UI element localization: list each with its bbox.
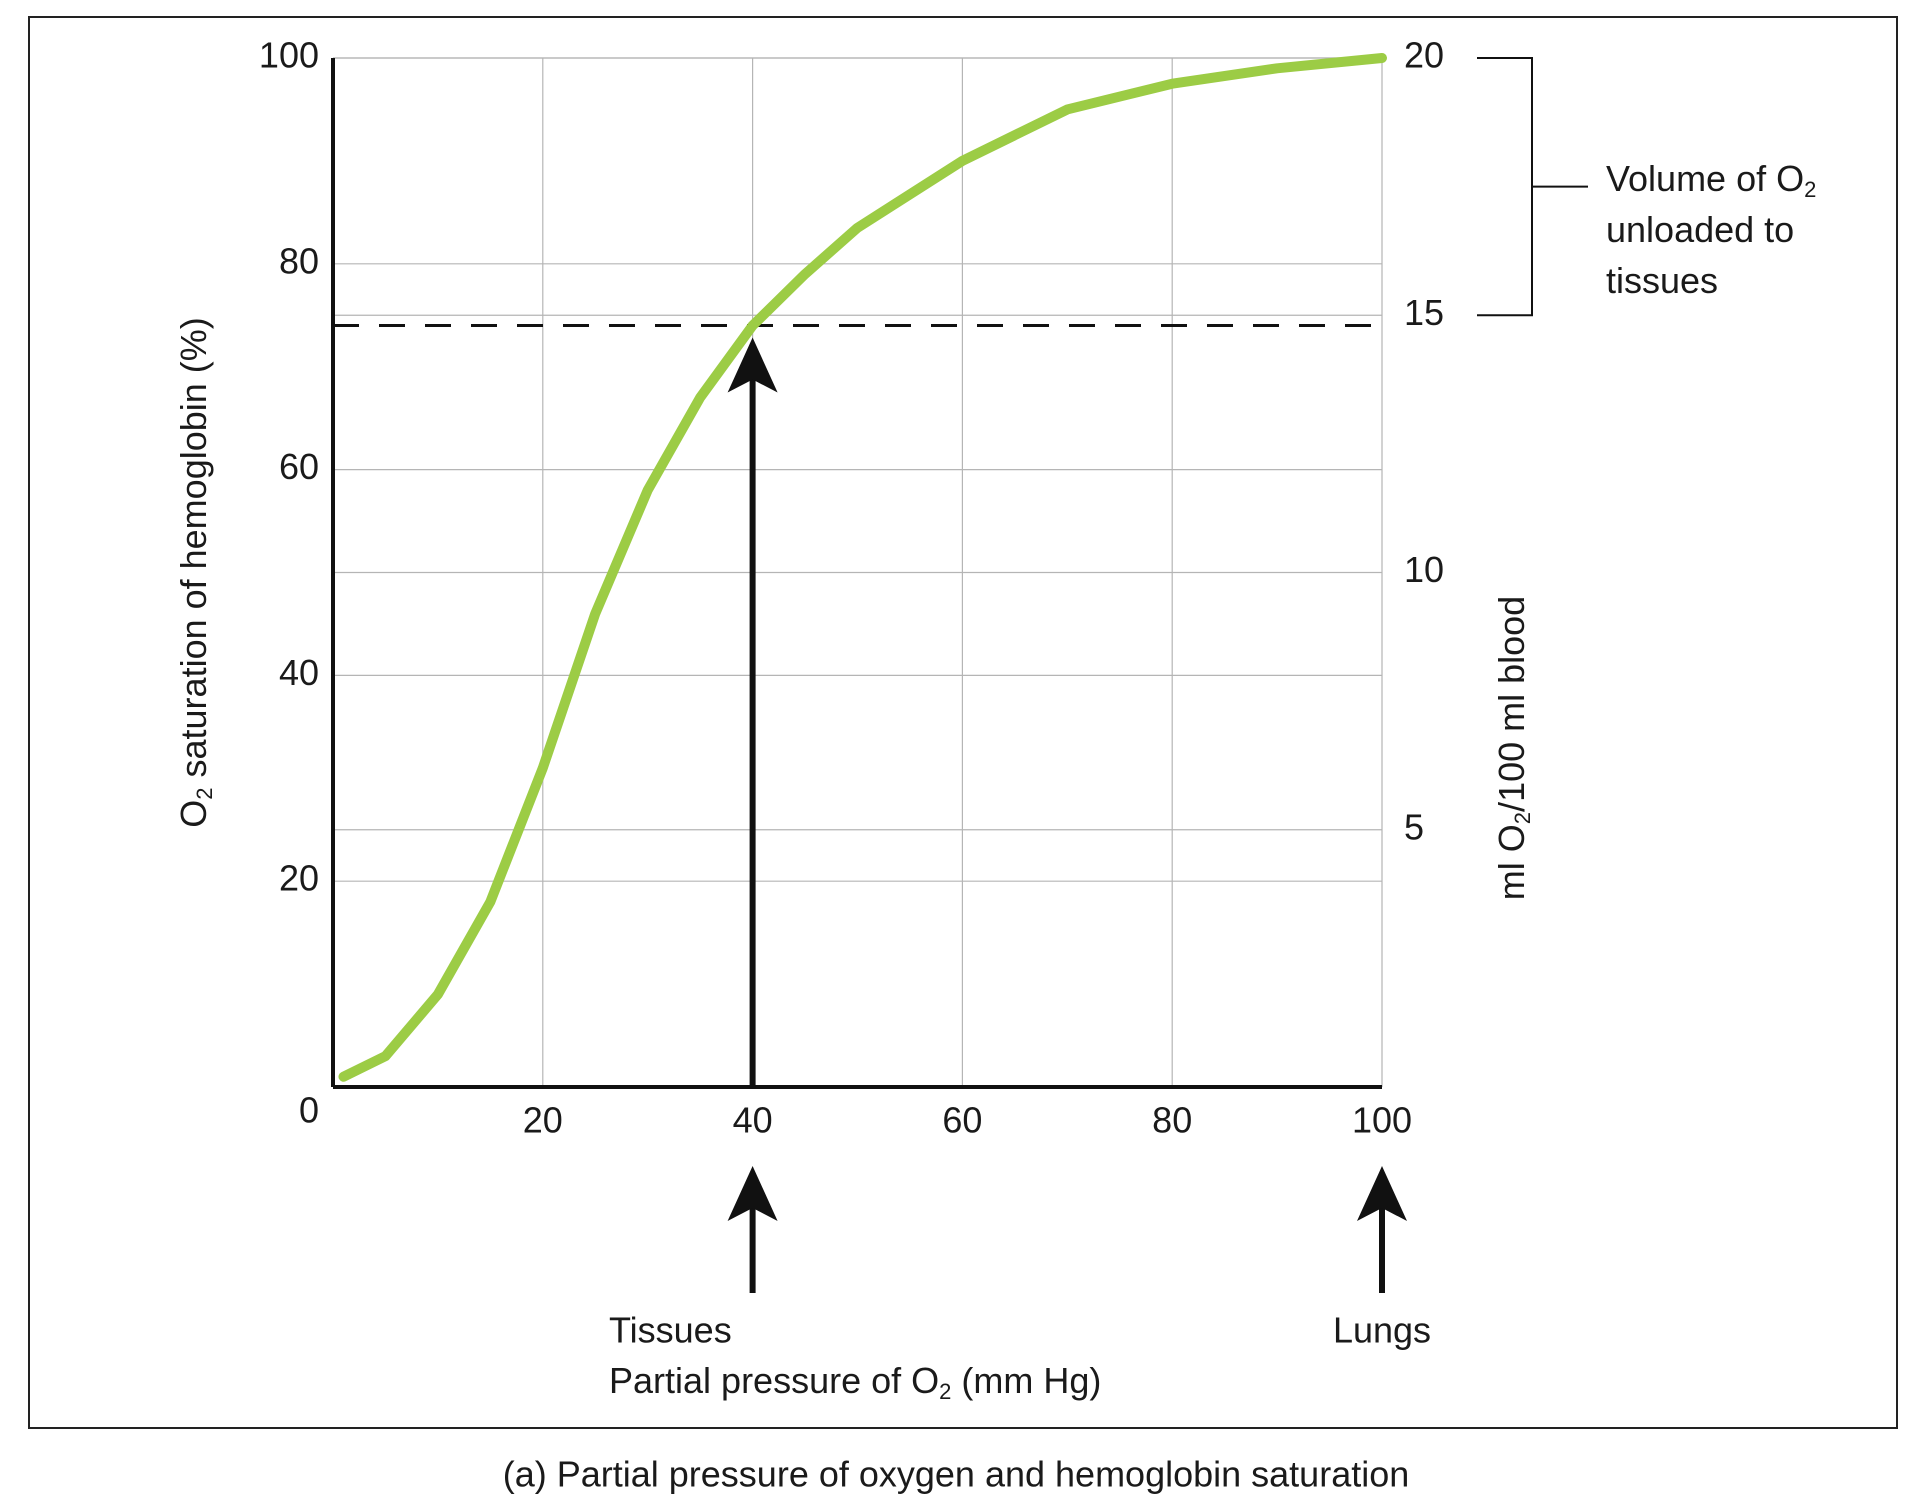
bracket	[1477, 57, 1588, 317]
x-tick-label: 40	[733, 1100, 773, 1141]
bracket-label: Volume of O2	[1606, 158, 1816, 202]
label-part: O	[173, 800, 214, 828]
label-part: (mm Hg)	[951, 1360, 1101, 1401]
marker-arrow-head	[1357, 1166, 1407, 1221]
label-part: unloaded to	[1606, 209, 1794, 250]
x-axis-label: Partial pressure of O2 (mm Hg)	[609, 1360, 1101, 1404]
label-part: 2	[939, 1379, 951, 1404]
data-line	[338, 53, 1387, 1082]
y-tick-label: 20	[279, 858, 319, 899]
frame	[28, 16, 1898, 1429]
y2-tick-label: 15	[1404, 292, 1444, 333]
label-part: /100 ml blood	[1491, 596, 1532, 812]
y2-tick-label: 5	[1404, 806, 1424, 847]
label-part: 2	[1510, 812, 1535, 824]
x-tick-label: 80	[1152, 1100, 1192, 1141]
y-axis-label: O2 saturation of hemoglobin (%)	[173, 317, 217, 828]
marker-label: Lungs	[1333, 1310, 1431, 1351]
label-part: Partial pressure of O	[609, 1360, 939, 1401]
label-part: 2	[192, 787, 217, 799]
label-part: 2	[1804, 177, 1816, 202]
y-tick-label: 80	[279, 240, 319, 281]
label-part: tissues	[1606, 260, 1718, 301]
bracket-label: unloaded to	[1606, 209, 1794, 250]
y2-axis-label: ml O2/100 ml blood	[1491, 596, 1535, 900]
label-part: Volume of O	[1606, 158, 1804, 199]
label-part: ml O	[1491, 824, 1532, 900]
x-tick-label: 100	[1352, 1100, 1412, 1141]
x-tick-label: 20	[523, 1100, 563, 1141]
y-tick-label: 60	[279, 446, 319, 487]
y-tick-label: 0	[299, 1090, 319, 1131]
marker-arrow-head	[727, 1166, 778, 1221]
label-part: saturation of hemoglobin (%)	[173, 317, 214, 787]
y-tick-label: 40	[279, 652, 319, 693]
y2-tick-label: 10	[1404, 549, 1444, 590]
bracket-label: tissues	[1606, 260, 1718, 301]
y-tick-label: 100	[259, 35, 319, 76]
y2-tick-label: 20	[1404, 35, 1444, 76]
marker-label: Tissues	[609, 1310, 732, 1351]
tissue-arrow-head	[727, 337, 778, 393]
caption: (a) Partial pressure of oxygen and hemog…	[503, 1454, 1410, 1495]
x-tick-label: 60	[942, 1100, 982, 1141]
